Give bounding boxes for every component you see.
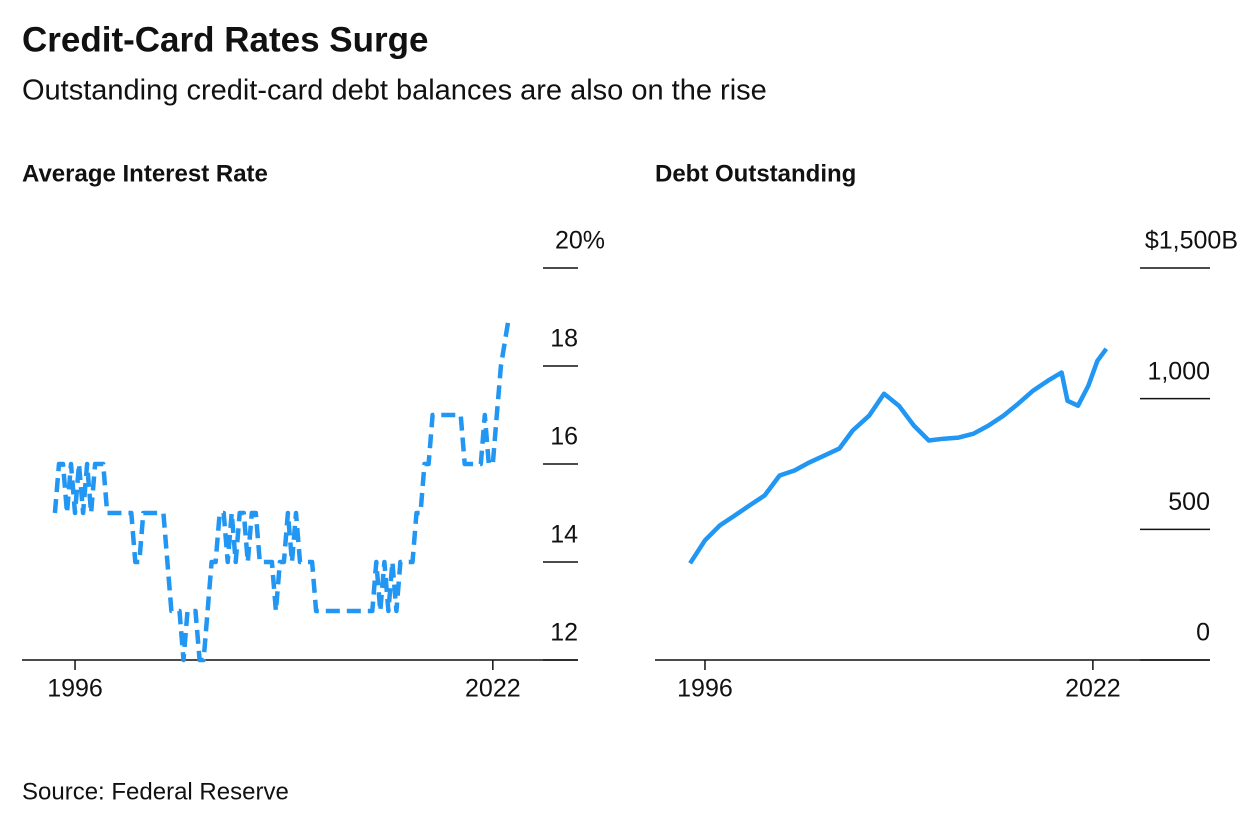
- y-tick-label: 1,000: [1147, 357, 1210, 385]
- source: Source: Federal Reserve: [22, 778, 289, 805]
- panel-title: Debt Outstanding: [655, 160, 856, 187]
- y-tick-label: 16: [550, 423, 578, 451]
- data-line: [688, 347, 1109, 565]
- panel-title: Average Interest Rate: [22, 160, 268, 187]
- y-tick-label: $1,500B: [1145, 227, 1238, 255]
- x-tick-label: 2022: [1065, 675, 1121, 703]
- data-line: [52, 316, 512, 663]
- y-tick-label: 14: [550, 521, 578, 549]
- y-tick-label: 20%: [555, 227, 605, 255]
- x-tick-label: 1996: [47, 675, 103, 703]
- y-tick-label: 0: [1196, 619, 1210, 647]
- chart-title: Credit-Card Rates Surge: [22, 20, 428, 59]
- x-tick-label: 1996: [677, 675, 733, 703]
- y-tick-label: 500: [1168, 488, 1210, 516]
- x-tick-label: 2022: [465, 675, 521, 703]
- chart-subtitle: Outstanding credit-card debt balances ar…: [22, 75, 767, 107]
- y-tick-label: 18: [550, 325, 578, 353]
- y-tick-label: 12: [550, 619, 578, 647]
